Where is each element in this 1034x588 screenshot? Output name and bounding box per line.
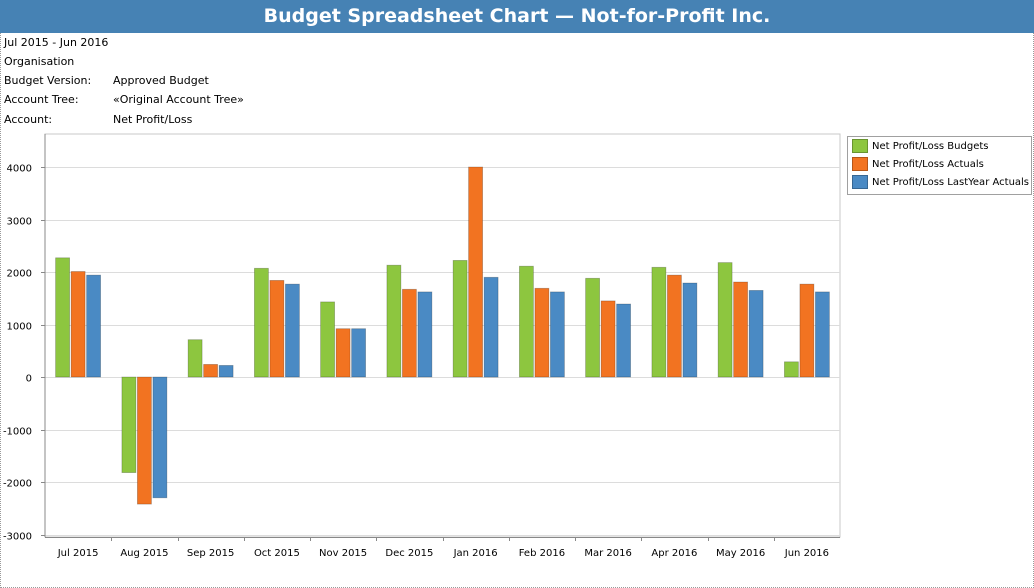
y-tick-label: -1000 [3,427,32,438]
account-tree-label: Account Tree: [4,93,79,106]
bar [351,328,367,378]
y-tick-label: -2000 [3,479,32,490]
x-tick-label: Aug 2015 [120,548,168,559]
x-tick-label: Dec 2015 [385,548,433,559]
account-label: Account: [4,113,53,126]
bar [550,291,565,378]
legend-swatch-budgets [852,139,868,153]
chart-legend: Net Profit/Loss Budgets Net Profit/Loss … [847,136,1032,195]
bar [320,301,336,378]
x-tick-label: Jun 2016 [784,548,829,559]
account-tree-value: «Original Account Tree» [113,93,244,106]
legend-label-lastyear: Net Profit/Loss LastYear Actuals [872,177,1030,188]
account-value: Net Profit/Loss [113,113,193,126]
bar [121,376,137,473]
x-tick-label: Oct 2015 [254,548,300,559]
x-tick-label: Apr 2016 [651,548,697,559]
bar [651,266,667,378]
budget-version-value: Approved Budget [113,74,209,87]
bar [203,363,219,378]
x-tick-label: Mar 2016 [584,548,632,559]
x-tick-label: May 2016 [716,548,765,559]
y-tick-label: -3000 [3,532,32,543]
legend-label-budgets: Net Profit/Loss Budgets [872,141,989,152]
bar [585,277,600,378]
bar [717,262,733,378]
bar [152,376,168,499]
bar [386,264,402,378]
x-tick-label: Feb 2016 [519,548,565,559]
bar [187,339,203,378]
y-tick-label: 4000 [7,164,32,175]
bar [452,259,468,378]
bar [667,274,682,378]
bar [269,279,285,378]
y-tick-label: 3000 [7,217,32,228]
period-label: Jul 2015 - Jun 2016 [4,36,109,49]
legend-item-lastyear: Net Profit/Loss LastYear Actuals [852,175,1029,191]
bar [600,300,616,378]
account-row: Account: Net Profit/Loss [4,113,192,127]
bar [483,276,499,378]
bar [784,361,799,378]
account-tree-row: Account Tree: «Original Account Tree» [4,93,244,107]
page-title: Budget Spreadsheet Chart — Not-for-Profi… [0,0,1034,33]
legend-swatch-lastyear [852,175,868,189]
y-tick-label: 0 [26,374,32,385]
bar [468,166,484,378]
y-tick-label: 2000 [7,269,32,280]
y-tick-label: 1000 [7,322,32,333]
bar [55,257,70,378]
legend-swatch-actuals [852,157,868,171]
budget-version-row: Budget Version: Approved Budget [4,74,209,88]
bar [815,291,830,378]
bar [86,274,101,378]
x-tick-label: Jul 2015 [57,548,99,559]
bar [534,287,550,378]
bar [335,328,351,378]
x-tick-label: Jan 2016 [453,548,498,559]
plot-area [44,133,841,538]
bar [799,283,815,378]
bar [519,265,534,378]
budget-version-label: Budget Version: [4,74,92,87]
bar [733,281,748,378]
bar [417,291,433,378]
bar [401,288,417,378]
x-tick-label: Sep 2015 [187,548,234,559]
bar [218,364,234,378]
x-tick-label: Nov 2015 [319,548,367,559]
bar [284,283,300,378]
bar [136,376,152,505]
bar [70,271,86,378]
bar [616,303,631,378]
bar [682,282,698,378]
bar [748,289,764,378]
legend-label-actuals: Net Profit/Loss Actuals [872,159,984,170]
legend-item-budgets: Net Profit/Loss Budgets [852,139,988,155]
organisation-label: Organisation [4,55,75,68]
legend-item-actuals: Net Profit/Loss Actuals [852,157,984,173]
bar [253,267,269,378]
